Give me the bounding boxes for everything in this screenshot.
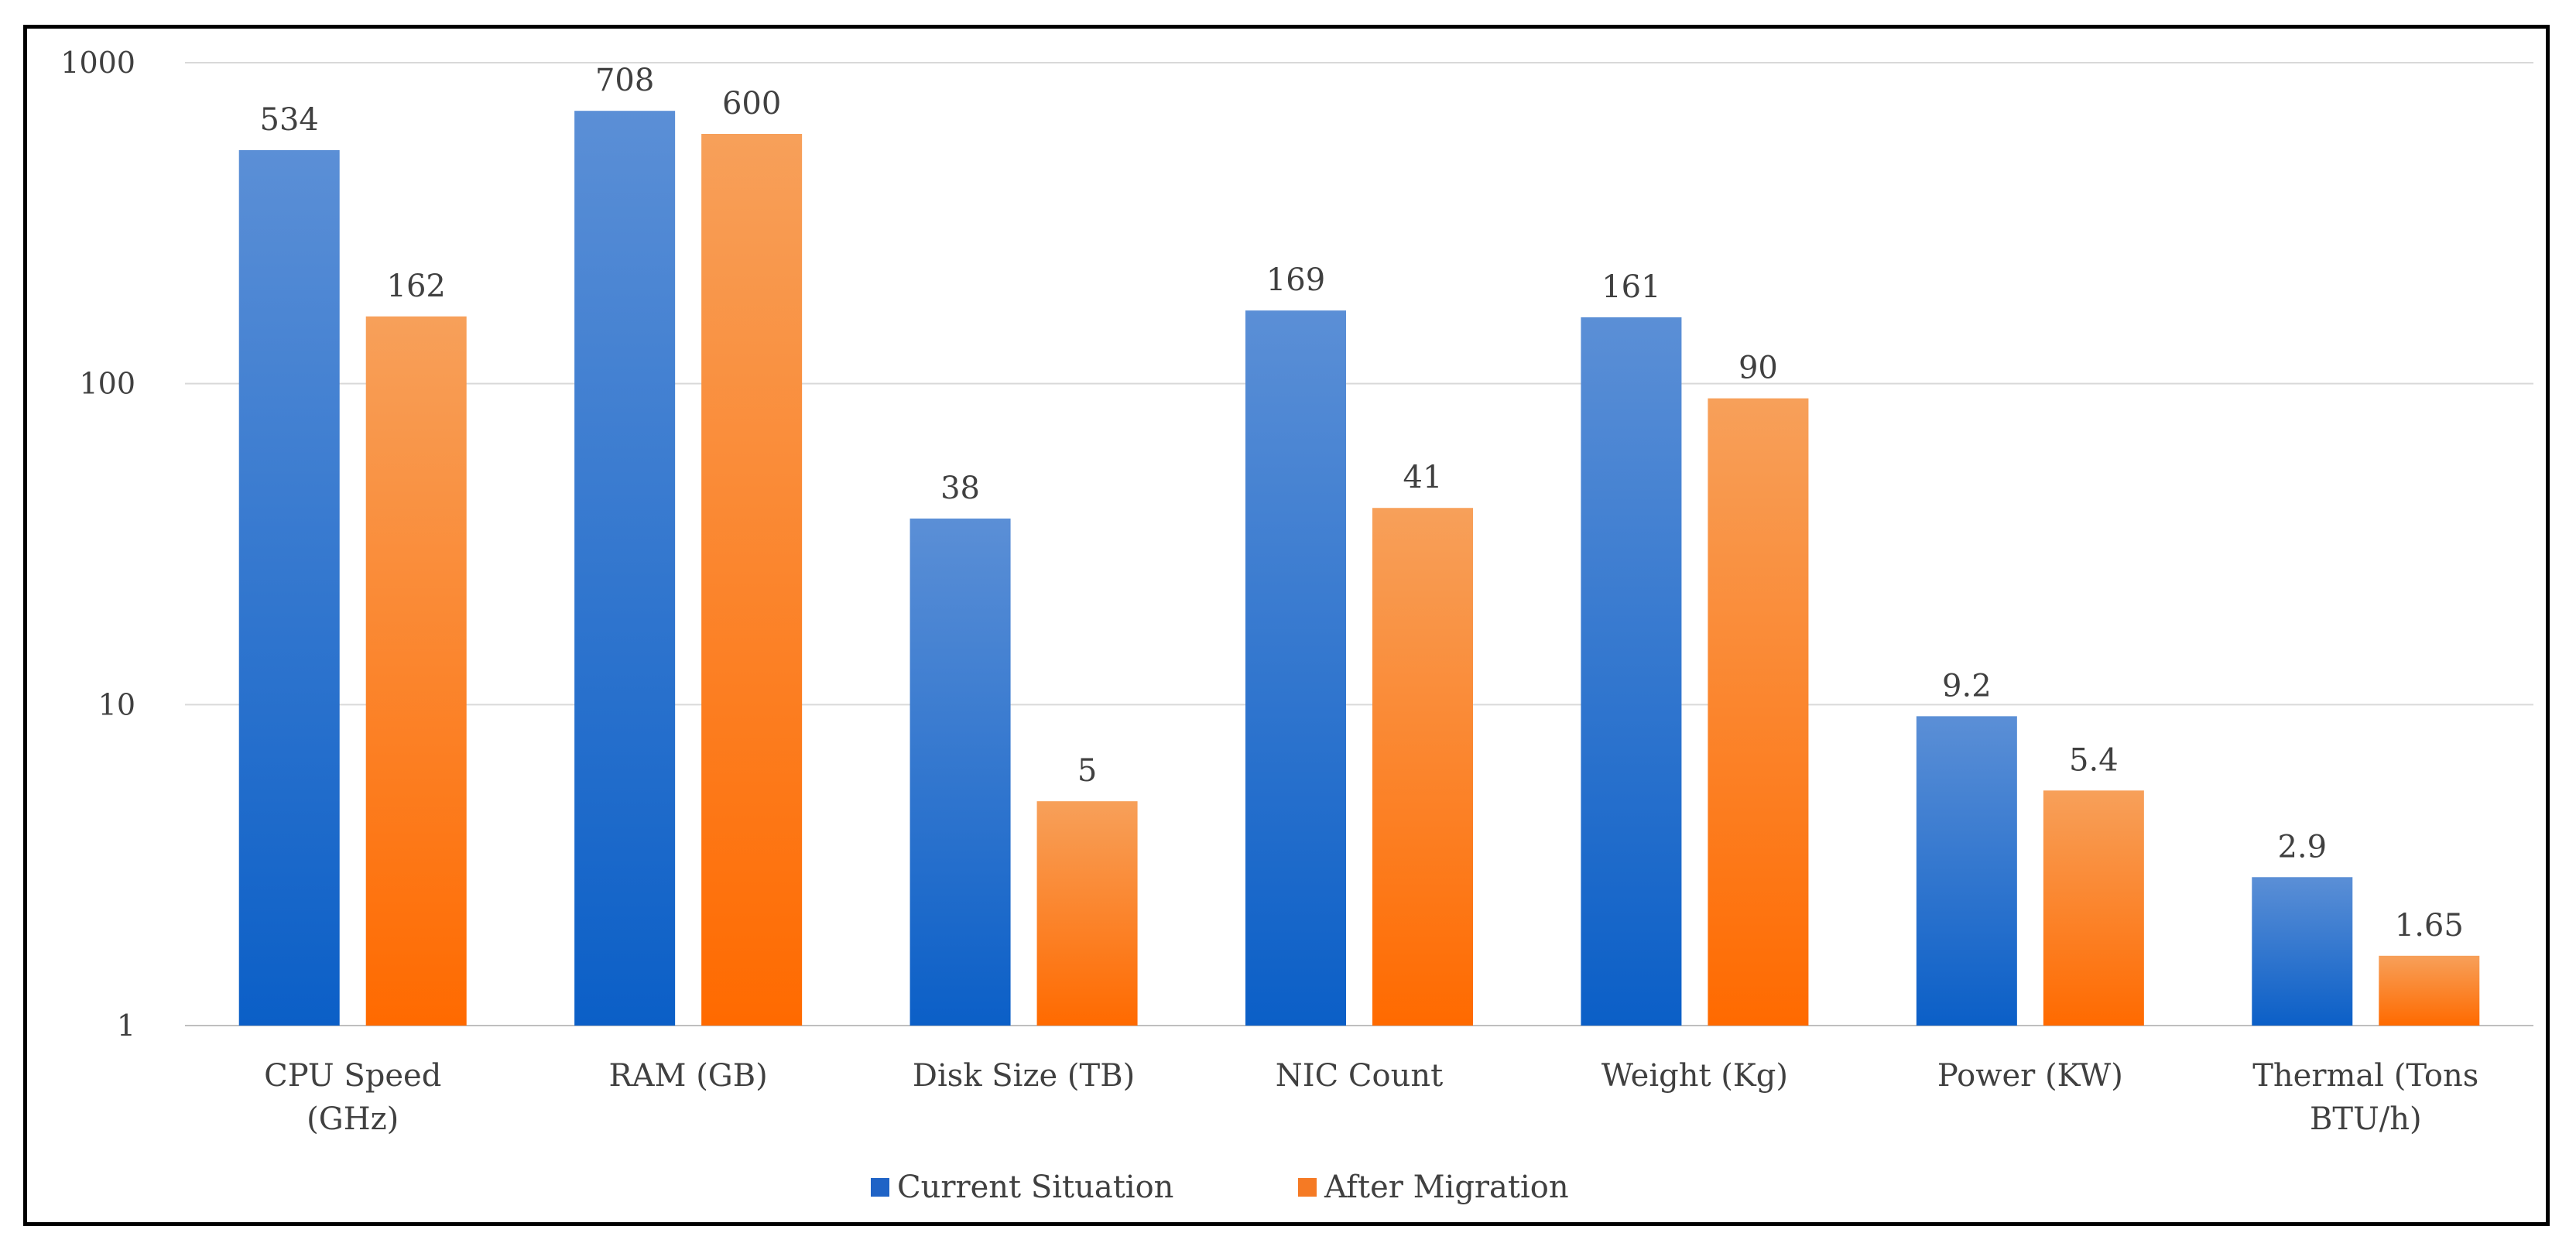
x-category-label: BTU/h) — [2310, 1101, 2422, 1137]
bar-current-6 — [2252, 877, 2353, 1026]
y-tick-label: 100 — [79, 367, 135, 401]
y-tick-label: 1000 — [60, 46, 135, 80]
legend: Current Situation After Migration — [871, 1170, 1569, 1205]
data-label: 41 — [1403, 460, 1443, 495]
gridlines — [185, 62, 2533, 1026]
y-axis-tick-labels: 1 10 100 1000 — [60, 46, 135, 1043]
data-label: 1.65 — [2395, 908, 2464, 944]
x-category-label: NIC Count — [1276, 1058, 1443, 1094]
data-label: 708 — [595, 63, 654, 98]
bar-chart: 534 162 708 600 38 5 169 41 161 90 9.2 5.4 2.9 1.65 1… — [60, 46, 2533, 1205]
bar-after-5 — [2043, 790, 2144, 1026]
legend-label: After Migration — [1324, 1170, 1569, 1205]
x-category-label: CPU Speed — [264, 1058, 441, 1094]
data-label: 161 — [1601, 269, 1660, 305]
bar-current-0 — [238, 149, 340, 1026]
chart-frame: 534 162 708 600 38 5 169 41 161 90 9.2 5.4 2.9 1.65 1… — [23, 25, 2550, 1226]
data-label: 5.4 — [2069, 742, 2119, 778]
bars — [238, 111, 2480, 1026]
bar-current-1 — [574, 111, 676, 1026]
bar-after-6 — [2379, 955, 2480, 1026]
data-label: 600 — [722, 86, 781, 122]
legend-swatch — [871, 1178, 889, 1197]
data-label: 9.2 — [1942, 668, 1992, 704]
x-category-label: Weight (Kg) — [1601, 1058, 1788, 1094]
bar-after-2 — [1036, 801, 1138, 1026]
bar-after-3 — [1372, 508, 1473, 1026]
bar-current-5 — [1916, 716, 2017, 1026]
bar-after-4 — [1708, 398, 1809, 1026]
data-label: 169 — [1266, 262, 1325, 298]
x-category-label: Thermal (Tons — [2252, 1058, 2478, 1094]
legend-swatch — [1298, 1178, 1317, 1197]
data-label: 5 — [1077, 753, 1097, 789]
x-axis-category-labels: CPU Speed (GHz) RAM (GB) Disk Size (TB) NIC … — [264, 1058, 2478, 1137]
data-label: 534 — [260, 102, 319, 138]
x-category-label: Power (KW) — [1937, 1058, 2123, 1094]
data-label: 38 — [940, 471, 980, 506]
bar-after-1 — [701, 133, 803, 1026]
x-category-label: RAM (GB) — [609, 1058, 768, 1094]
data-labels: 534 162 708 600 38 5 169 41 161 90 9.2 5.4 2.9 1.65 — [260, 63, 2464, 944]
y-tick-label: 1 — [117, 1009, 135, 1043]
x-category-label: Disk Size (TB) — [913, 1058, 1135, 1094]
y-tick-label: 10 — [98, 687, 135, 721]
data-label: 2.9 — [2277, 829, 2327, 865]
x-category-label: (GHz) — [307, 1101, 399, 1137]
bar-current-2 — [909, 518, 1011, 1026]
bar-current-4 — [1581, 317, 1682, 1026]
data-label: 162 — [387, 269, 446, 304]
data-label: 90 — [1738, 351, 1778, 386]
legend-label: Current Situation — [897, 1170, 1173, 1205]
bar-after-0 — [365, 316, 467, 1026]
bar-current-3 — [1245, 310, 1346, 1026]
